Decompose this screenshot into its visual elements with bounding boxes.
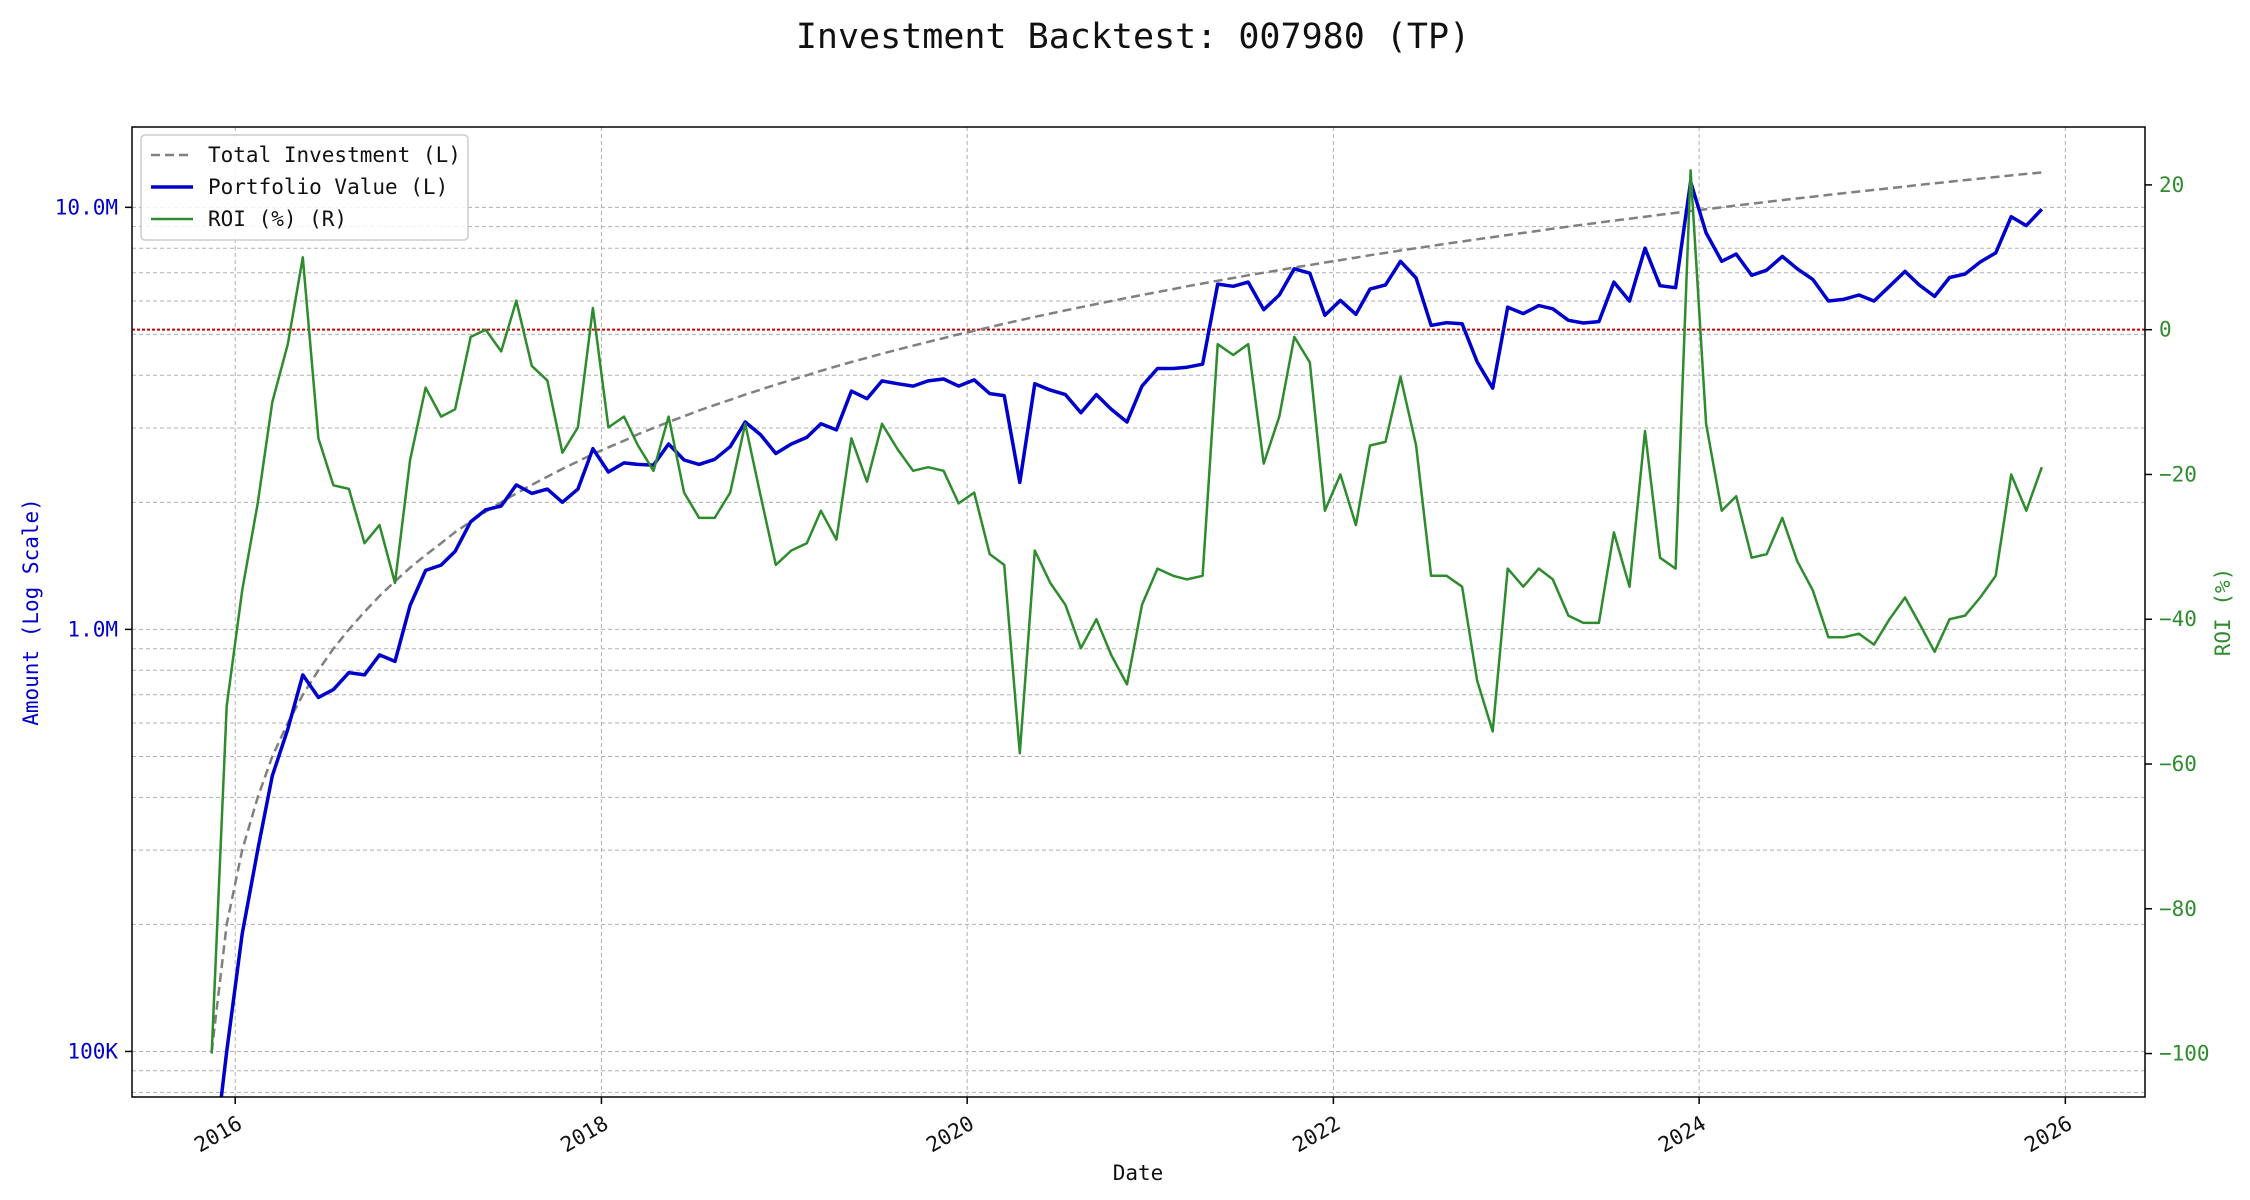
grid-lines (132, 127, 2145, 1097)
series-portfolio-value (219, 179, 2044, 1097)
chart-title: Investment Backtest: 007980 (TP) (796, 17, 1470, 57)
legend-label: Portfolio Value (L) (208, 175, 448, 199)
right-y-axis-label: ROI (%) (2211, 568, 2235, 657)
left-y-axis-label: Amount (Log Scale) (19, 498, 43, 726)
x-tick-label: 2016 (190, 1111, 246, 1157)
legend-label: Total Investment (L) (208, 143, 461, 167)
right-tick-label: −80 (2159, 897, 2197, 921)
legend-box (140, 134, 469, 241)
left-y-axis: 100K 1.0M 10.0M (55, 195, 132, 1063)
right-tick-label: 0 (2159, 318, 2172, 342)
legend-label: ROI (%) (R) (208, 207, 347, 231)
x-tick-label: 2026 (2020, 1111, 2076, 1157)
x-axis-label: Date (1113, 1161, 1164, 1185)
left-tick-label: 1.0M (67, 617, 118, 641)
series-layer (210, 169, 2044, 1097)
plot-frame (131, 126, 2146, 1098)
right-tick-label: 20 (2159, 173, 2184, 197)
right-tick-label: −60 (2159, 752, 2197, 776)
legend: Total Investment (L) Portfolio Value (L) R… (140, 134, 469, 241)
right-y-axis: −100 −80 −60 −40 −20 0 20 (2145, 173, 2210, 1066)
left-tick-label: 10.0M (55, 195, 118, 219)
x-axis: 2016 2018 2020 2022 2024 2026 (190, 1097, 2076, 1157)
x-tick-label: 2022 (1288, 1111, 1344, 1157)
right-tick-label: −40 (2159, 607, 2197, 631)
x-tick-label: 2018 (557, 1111, 613, 1157)
right-tick-label: −100 (2159, 1042, 2210, 1066)
x-tick-label: 2020 (922, 1111, 978, 1157)
x-tick-label: 2024 (1654, 1111, 1710, 1157)
series-roi (210, 169, 2043, 1054)
series-total-investment (210, 171, 2042, 1052)
right-tick-label: −20 (2159, 462, 2197, 486)
left-tick-label: 100K (67, 1039, 118, 1063)
